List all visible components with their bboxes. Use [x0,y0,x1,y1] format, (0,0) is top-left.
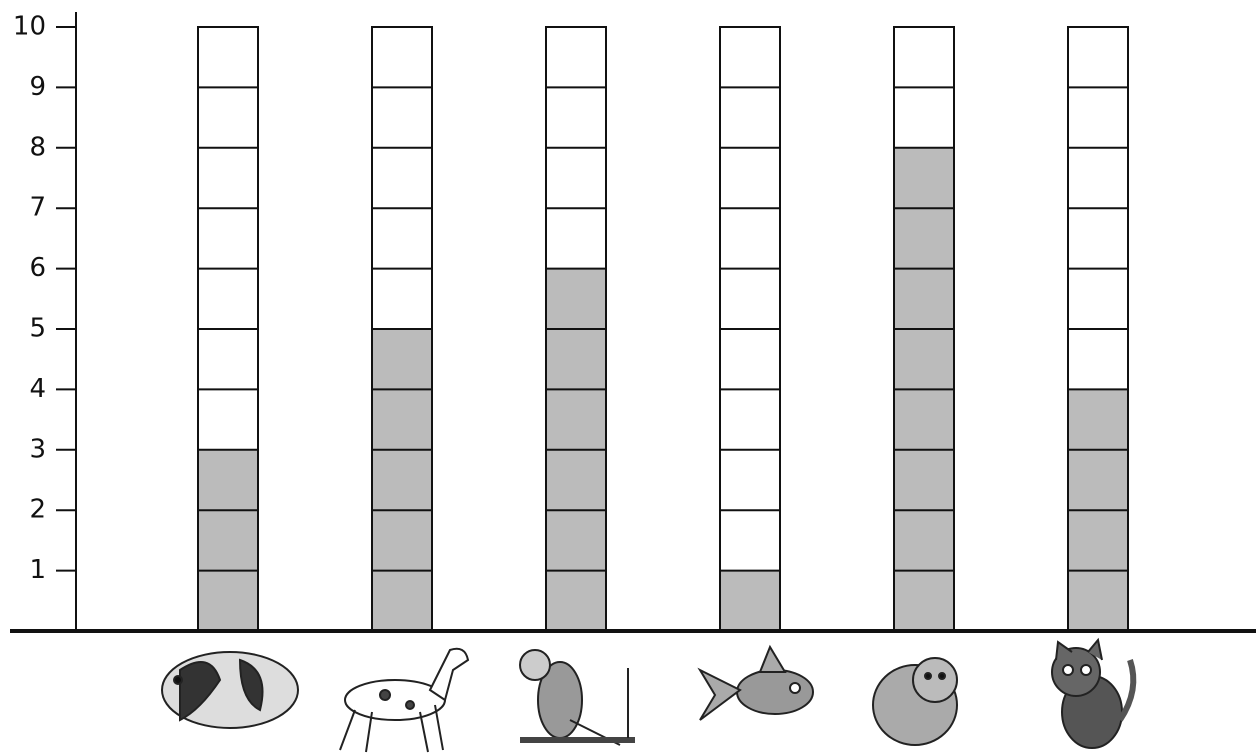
y-tick-label: 8 [29,132,46,162]
cat-icon [1051,637,1137,749]
bar [372,329,432,631]
y-tick-label: 1 [29,555,46,585]
y-tick-label: 2 [29,495,46,525]
y-tick-label: 5 [29,314,46,344]
bar [720,570,780,631]
y-tick-label: 4 [29,374,46,404]
guinea-pig-icon [161,651,299,729]
y-tick-label: 6 [29,253,46,283]
budgie-icon [519,649,635,746]
bar [198,449,258,631]
y-tick-label: 10 [13,12,46,42]
fish-icon [697,644,814,721]
y-tick-label: 9 [29,72,46,102]
y-tick-label: 3 [29,434,46,464]
hamster-icon [872,657,958,746]
animal-icons [161,637,1137,753]
dog-icon [339,647,470,753]
y-tick-label: 7 [29,193,46,223]
